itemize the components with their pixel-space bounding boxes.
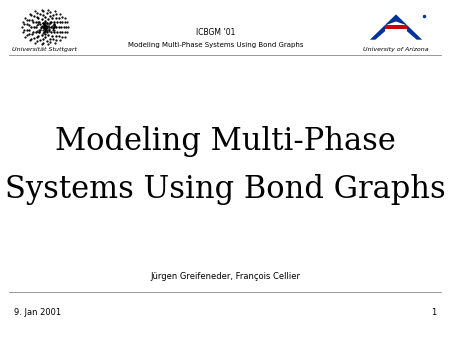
Text: Universität Stuttgart: Universität Stuttgart xyxy=(13,47,77,52)
Text: ICBGM ’01: ICBGM ’01 xyxy=(196,28,236,37)
Text: 1: 1 xyxy=(431,308,436,317)
Text: University of Arizona: University of Arizona xyxy=(363,47,429,52)
Polygon shape xyxy=(401,29,407,40)
Polygon shape xyxy=(385,25,407,29)
Polygon shape xyxy=(385,29,391,40)
Text: Modeling Multi-Phase: Modeling Multi-Phase xyxy=(54,126,396,158)
Text: Modeling Multi-Phase Systems Using Bond Graphs: Modeling Multi-Phase Systems Using Bond … xyxy=(128,42,304,48)
Polygon shape xyxy=(386,22,406,25)
Text: Jürgen Greifeneder, François Cellier: Jürgen Greifeneder, François Cellier xyxy=(150,272,300,281)
Text: Systems Using Bond Graphs: Systems Using Bond Graphs xyxy=(4,174,446,205)
Polygon shape xyxy=(370,15,422,40)
Text: 9. Jan 2001: 9. Jan 2001 xyxy=(14,308,61,317)
